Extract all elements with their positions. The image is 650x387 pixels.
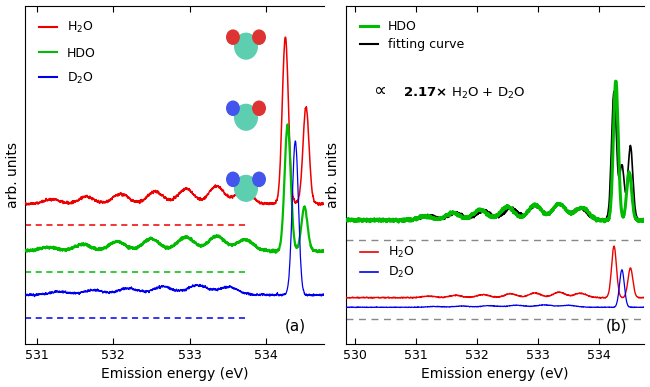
- Ellipse shape: [253, 101, 265, 115]
- Text: (a): (a): [285, 319, 306, 334]
- Text: $\mathbf{2.17{\times}}$ H$_2$O + D$_2$O: $\mathbf{2.17{\times}}$ H$_2$O + D$_2$O: [402, 86, 525, 101]
- Text: (b): (b): [606, 319, 627, 334]
- Text: $\propto$: $\propto$: [370, 80, 386, 98]
- Ellipse shape: [235, 33, 257, 59]
- X-axis label: Emission energy (eV): Emission energy (eV): [421, 367, 569, 382]
- Legend: H$_2$O, D$_2$O: H$_2$O, D$_2$O: [355, 240, 419, 285]
- Legend: H$_2$O, HDO, D$_2$O: H$_2$O, HDO, D$_2$O: [34, 15, 101, 91]
- Ellipse shape: [227, 172, 239, 187]
- Y-axis label: arb. units: arb. units: [6, 142, 20, 208]
- Ellipse shape: [227, 30, 239, 44]
- Ellipse shape: [235, 175, 257, 201]
- Ellipse shape: [253, 30, 265, 44]
- Ellipse shape: [235, 104, 257, 130]
- X-axis label: Emission energy (eV): Emission energy (eV): [101, 367, 248, 382]
- Y-axis label: arb. units: arb. units: [326, 142, 341, 208]
- Ellipse shape: [227, 101, 239, 115]
- Ellipse shape: [253, 172, 265, 187]
